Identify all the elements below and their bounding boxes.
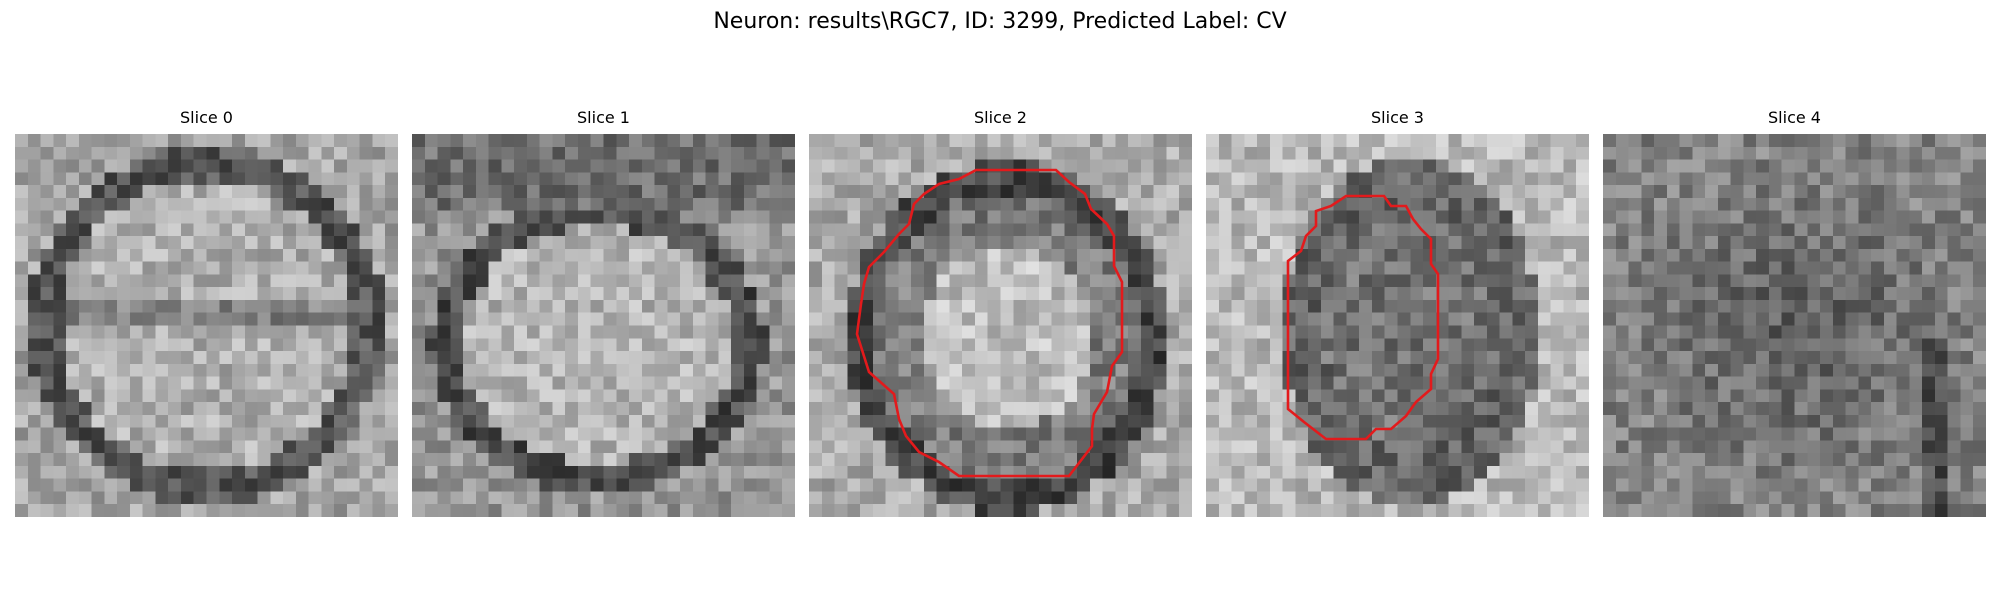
slice-4-canvas	[1603, 134, 1986, 517]
cell-contour-outline	[1286, 194, 1440, 441]
slice-panel-0: Slice 0	[15, 108, 398, 517]
figure-title: Neuron: results\RGC7, ID: 3299, Predicte…	[713, 9, 1287, 34]
slice-image-2	[809, 134, 1192, 517]
slice-1-canvas	[412, 134, 795, 517]
slice-image-3	[1206, 134, 1589, 517]
slice-title: Slice 2	[974, 108, 1027, 127]
slice-panel-2: Slice 2	[809, 108, 1192, 517]
contour-overlay	[855, 168, 1124, 478]
slice-image-1	[412, 134, 795, 517]
slice-2-canvas	[809, 134, 1192, 517]
slice-title: Slice 1	[577, 108, 630, 127]
slice-image-0	[15, 134, 398, 517]
cell-contour-outline	[855, 168, 1124, 478]
slice-3-canvas	[1206, 134, 1589, 517]
slice-panel-1: Slice 1	[412, 108, 795, 517]
slice-title: Slice 0	[180, 108, 233, 127]
slice-panel-4: Slice 4	[1603, 108, 1986, 517]
slice-panel-3: Slice 3	[1206, 108, 1589, 517]
slice-title: Slice 3	[1371, 108, 1424, 127]
slice-image-4	[1603, 134, 1986, 517]
slice-0-canvas	[15, 134, 398, 517]
contour-overlay	[1286, 194, 1440, 441]
slice-title: Slice 4	[1768, 108, 1821, 127]
